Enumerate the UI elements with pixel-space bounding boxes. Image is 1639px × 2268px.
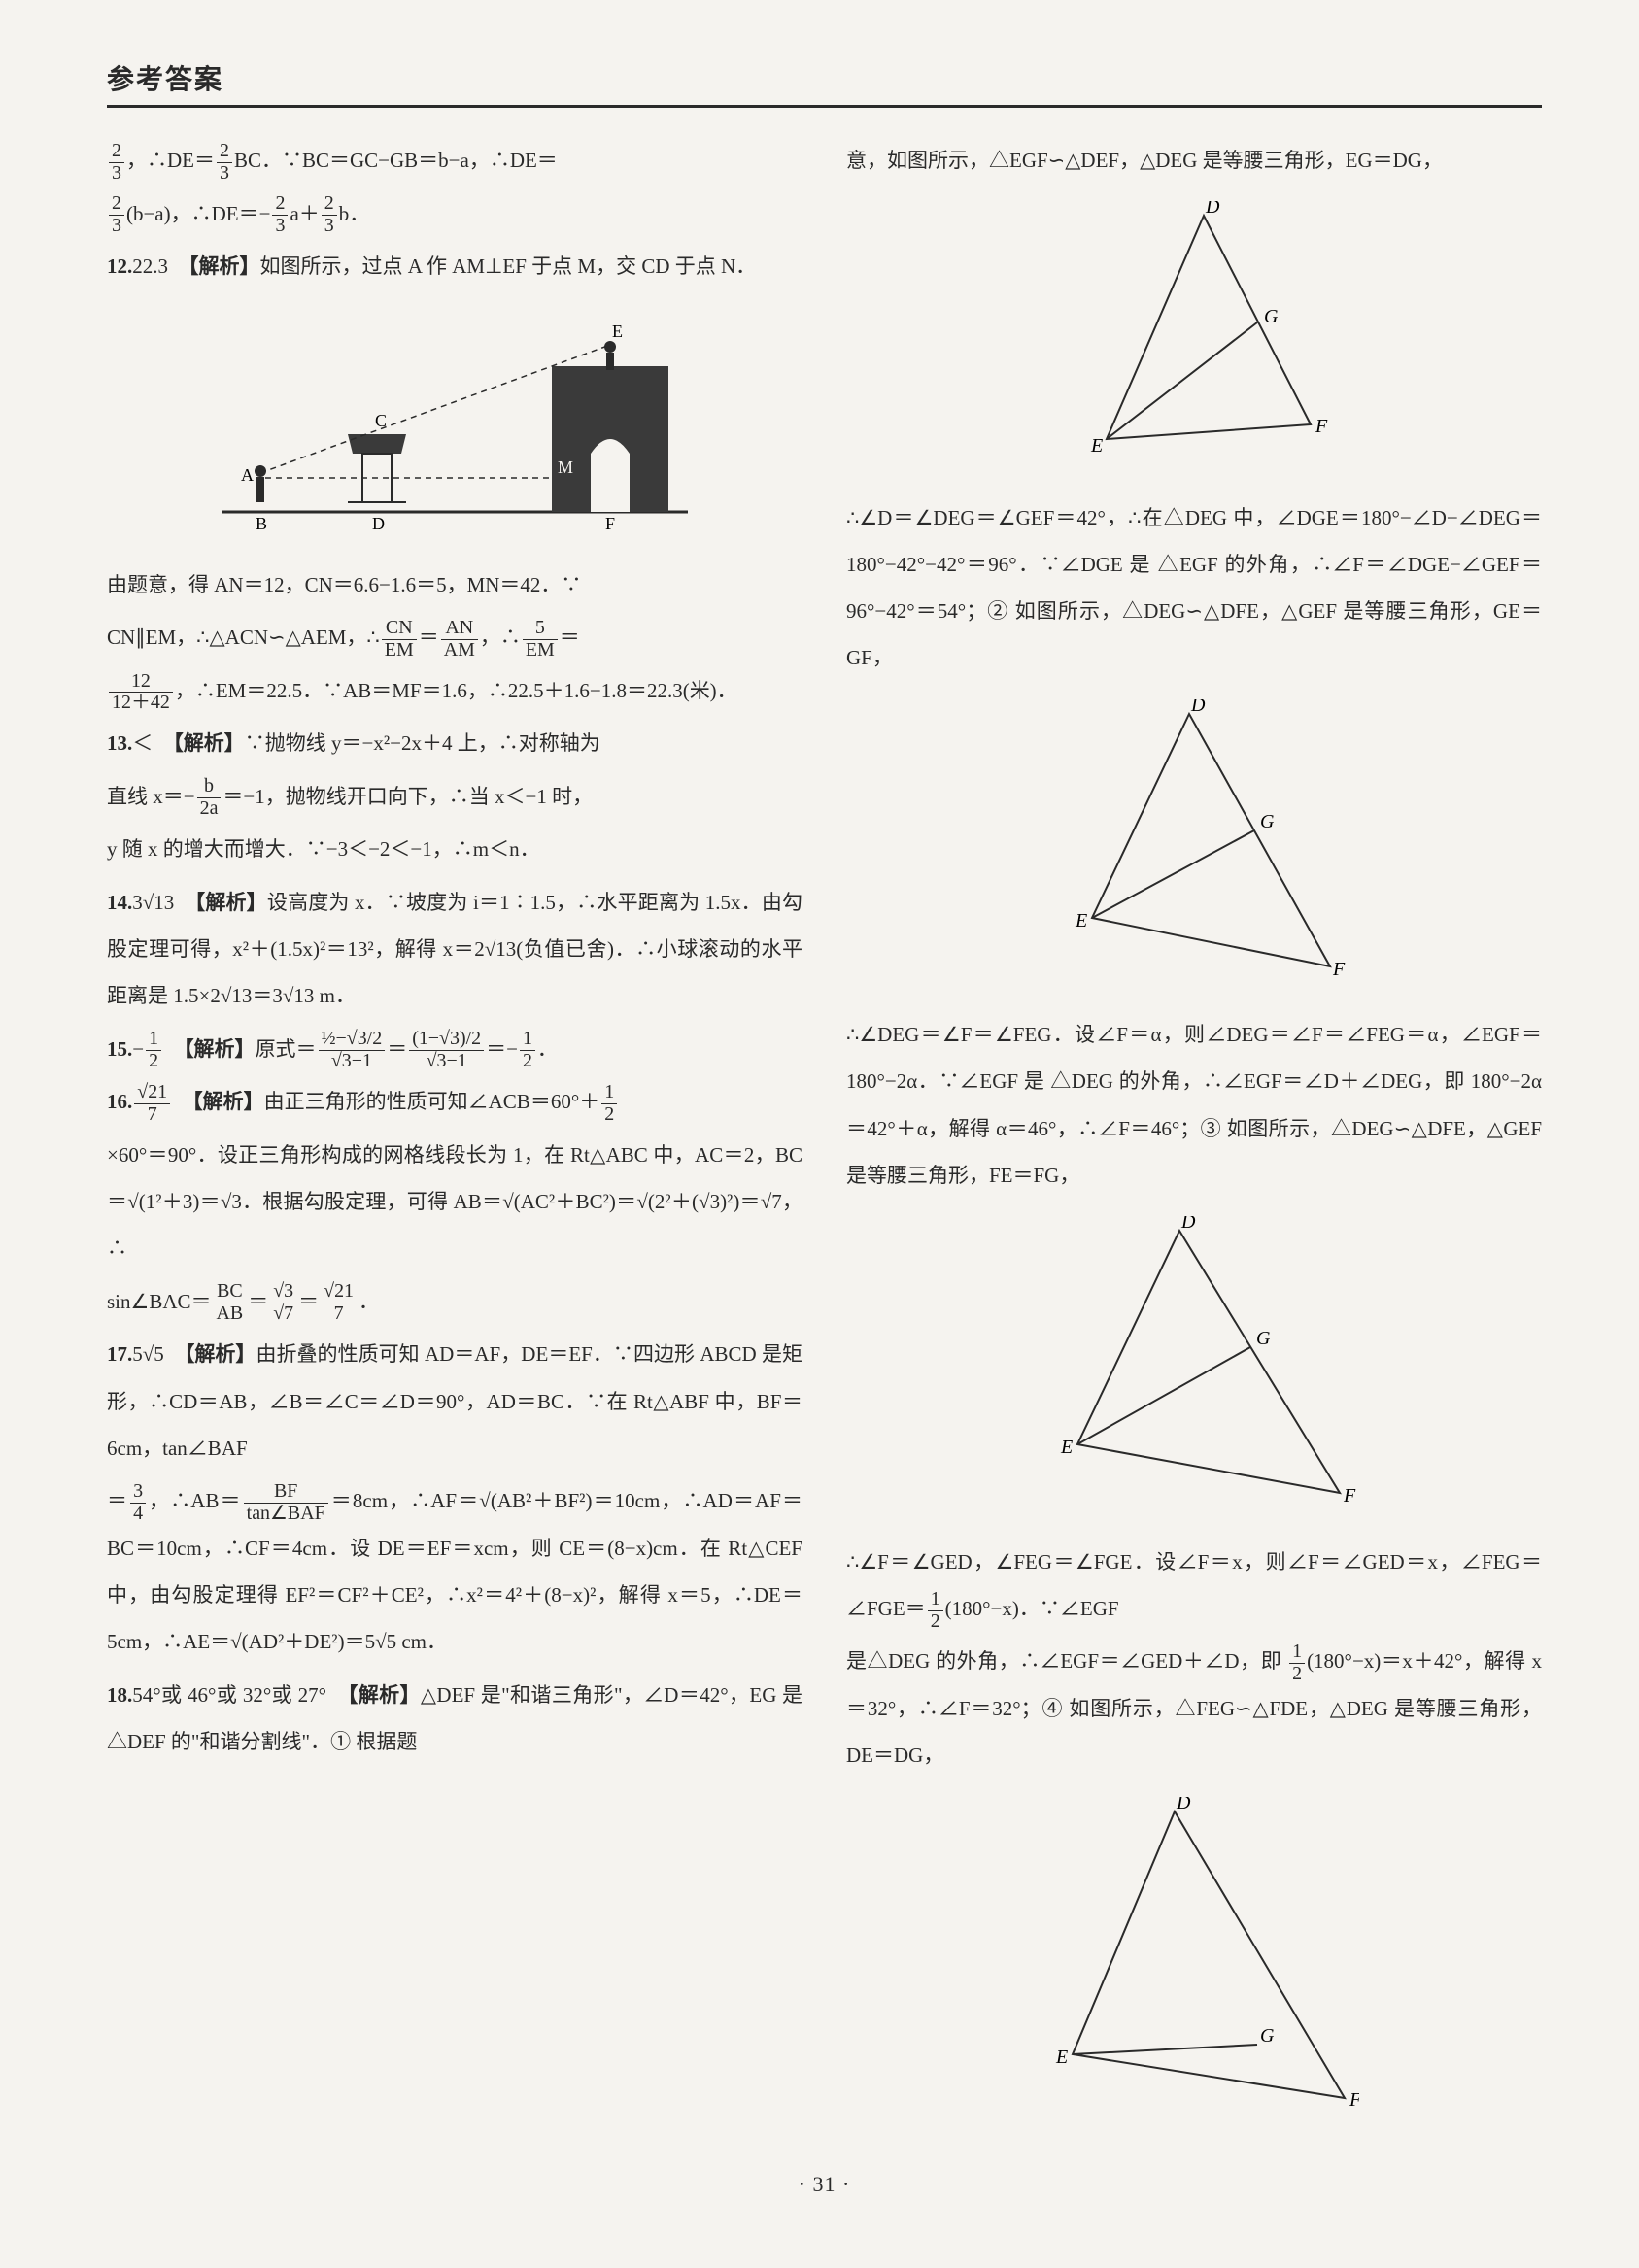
svg-text:A: A (241, 465, 254, 485)
page-title: 参考答案 (107, 58, 1542, 108)
diagram-building: A B C D E F M (107, 308, 802, 548)
svg-text:D: D (1180, 1216, 1196, 1233)
left-column: 23，∴DE＝23BC．∵BC＝GC−GB＝b−a，∴DE＝ 23(b−a)，∴… (107, 137, 802, 2138)
right-body-4: 是△DEG 的外角，∴∠EGF＝∠GED＋∠D，即 12(180°−x)＝x＋4… (846, 1638, 1542, 1778)
item-16-c: sin∠BAC＝BCAB＝√3√7＝√217． (107, 1278, 802, 1326)
item-12-body-2: CN∥EM，∴△ACN∽△AEM，∴CNEM＝ANAM，∴5EM＝ (107, 614, 802, 661)
item-12-body-3: 1212＋42，∴EM＝22.5．∵AB＝MF＝1.6，∴22.5＋1.6−1.… (107, 667, 802, 715)
svg-text:G: G (1256, 1328, 1271, 1349)
item-16-b: ×60°＝90°．设正三角形构成的网格线段长为 1，在 Rt△ABC 中，AC＝… (107, 1132, 802, 1272)
right-body-2: ∴∠DEG＝∠F＝∠FEG．设∠F＝α，则∠DEG＝∠F＝∠FEG＝α，∠EGF… (846, 1011, 1542, 1199)
svg-text:D: D (372, 514, 385, 531)
item-17: 17.5√5 【解析】由折叠的性质可知 AD＝AF，DE＝EF．∵四边形 ABC… (107, 1331, 802, 1472)
two-column-layout: 23，∴DE＝23BC．∵BC＝GC−GB＝b−a，∴DE＝ 23(b−a)，∴… (107, 137, 1542, 2138)
svg-text:G: G (1260, 811, 1275, 832)
item-16: 16.√217 【解析】由正三角形的性质可知∠ACB＝60°＋12 (107, 1078, 802, 1126)
right-column: 意，如图所示，△EGF∽△DEF，△DEG 是等腰三角形，EG＝DG， D E … (846, 137, 1542, 2138)
svg-text:F: F (1349, 2089, 1359, 2108)
svg-text:G: G (1260, 2025, 1275, 2047)
item-14: 14.3√13 【解析】设高度为 x．∵坡度为 i＝1∶1.5，∴水平距离为 1… (107, 879, 802, 1020)
svg-text:E: E (1075, 910, 1087, 931)
svg-text:E: E (1060, 1437, 1073, 1458)
svg-text:M: M (558, 457, 573, 477)
item-15: 15.−12 【解析】原式＝½−√3/2√3−1＝(1−√3)/2√3−1＝−1… (107, 1026, 802, 1073)
svg-text:E: E (1055, 2047, 1068, 2068)
item-13-c: y 随 x 的增大而增大．∵−3＜−2＜−1，∴m＜n． (107, 826, 802, 872)
svg-text:B: B (256, 514, 267, 531)
triangle-diagram-2: D E F G (846, 699, 1542, 998)
page-number: · 31 · (107, 2172, 1542, 2197)
item-13: 13.＜ 【解析】∵抛物线 y＝−x²−2x＋4 上，∴对称轴为 (107, 720, 802, 766)
right-body-1: ∴∠D＝∠DEG＝∠GEF＝42°，∴在△DEG 中，∠DGE＝180°−∠D−… (846, 494, 1542, 682)
svg-text:E: E (612, 322, 623, 341)
svg-text:D: D (1205, 201, 1220, 218)
item-18: 18.54°或 46°或 32°或 27° 【解析】△DEF 是"和谐三角形"，… (107, 1672, 802, 1766)
item-12-body-1: 由题意，得 AN＝12，CN＝6.6−1.6＝5，MN＝42．∵ (107, 561, 802, 608)
right-body-3: ∴∠F＝∠GED，∠FEG＝∠FGE．设∠F＝x，则∠F＝∠GED＝x，∠FEG… (846, 1539, 1542, 1633)
svg-text:D: D (1190, 699, 1206, 716)
svg-text:F: F (1332, 959, 1346, 980)
svg-text:F: F (605, 514, 615, 531)
item-12: 12.22.3 【解析】如图所示，过点 A 作 AM⊥EF 于点 M，交 CD … (107, 243, 802, 289)
item-13-b: 直线 x＝−b2a＝−1，抛物线开口向下，∴当 x＜−1 时， (107, 773, 802, 821)
svg-text:F: F (1343, 1485, 1356, 1506)
triangle-diagram-4: D E F G (846, 1797, 1542, 2124)
svg-text:F: F (1315, 416, 1328, 437)
item-11-continuation: 23，∴DE＝23BC．∵BC＝GC−GB＝b−a，∴DE＝ (107, 137, 802, 185)
triangle-diagram-3: D E F G (846, 1216, 1542, 1524)
item-17-b: ＝34，∴AB＝BFtan∠BAF＝8cm，∴AF＝√(AB²＋BF²)＝10c… (107, 1477, 802, 1666)
svg-text:E: E (1090, 435, 1103, 457)
svg-text:D: D (1176, 1797, 1191, 1813)
right-intro: 意，如图所示，△EGF∽△DEF，△DEG 是等腰三角形，EG＝DG， (846, 137, 1542, 184)
triangle-diagram-1: D E F G (846, 201, 1542, 480)
item-11-continuation-b: 23(b−a)，∴DE＝−23a＋23b． (107, 190, 802, 238)
svg-text:G: G (1264, 306, 1279, 327)
